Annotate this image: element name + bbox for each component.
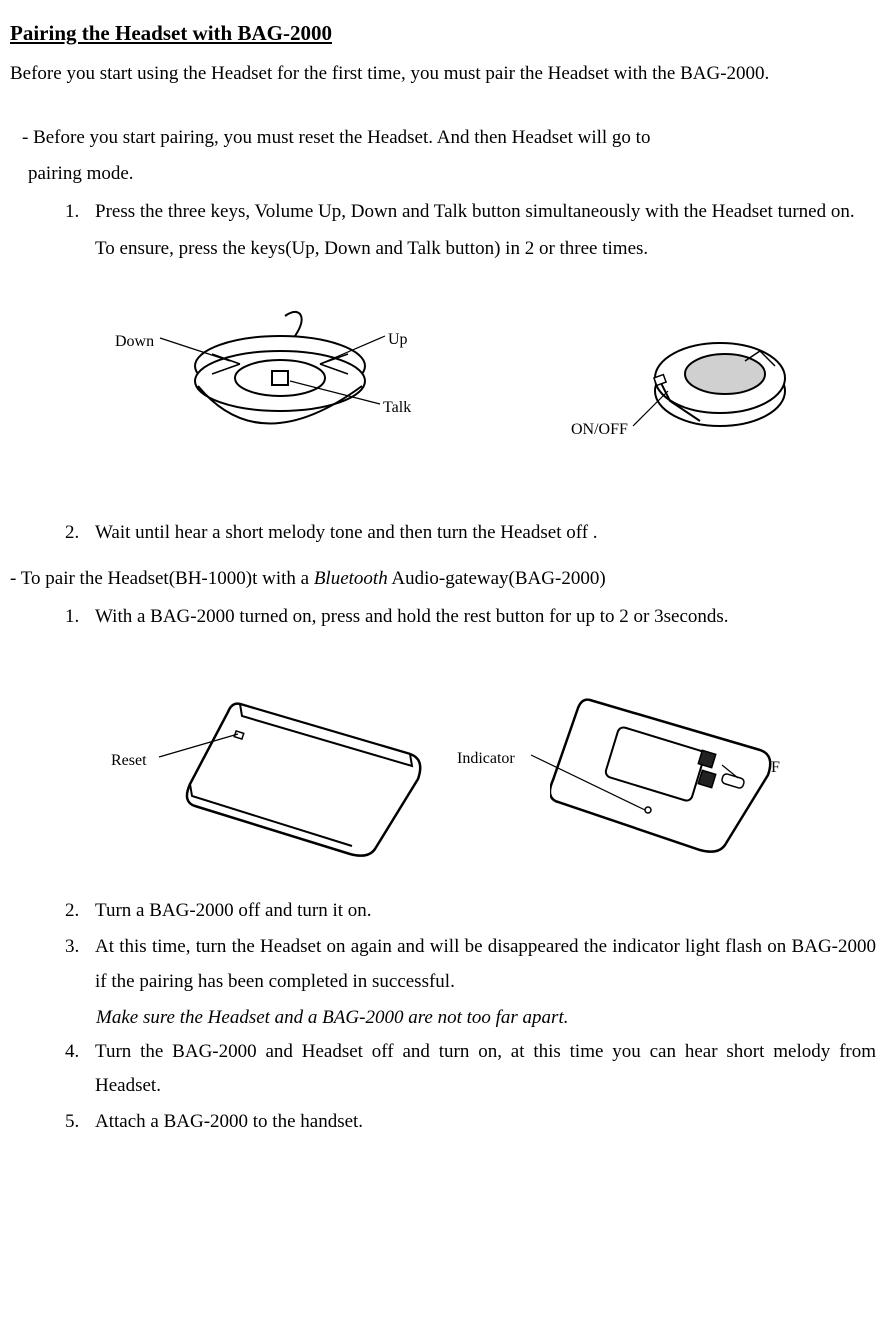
step-text: At this time, turn the Headset on again … [95, 930, 876, 998]
step-number: 3. [65, 930, 95, 998]
bag-back-drawing [180, 684, 430, 864]
figure-headset-controls: Down Up Talk ON/OFF [10, 286, 876, 506]
page-heading: Pairing the Headset with BAG-2000 [10, 15, 876, 53]
pre-pair-line-2: pairing mode. [10, 157, 876, 191]
pair-step-3: 3. At this time, turn the Headset on aga… [10, 930, 876, 998]
label-up: Up [388, 326, 408, 355]
label-indicator: Indicator [457, 745, 515, 774]
label-talk: Talk [383, 394, 411, 423]
step-number: 2. [65, 894, 95, 928]
pair-step-5: 5. Attach a BAG-2000 to the handset. [10, 1105, 876, 1139]
step-text: Press the three keys, Volume Up, Down an… [95, 195, 876, 229]
step-number: 1. [65, 195, 95, 229]
pair-intro-bluetooth: Bluetooth [314, 568, 388, 589]
step-text: Turn a BAG-2000 off and turn it on. [95, 894, 876, 928]
figure-bag-device: Reset Indicator ON/OFF [10, 654, 876, 884]
reset-step-1b: To ensure, press the keys(Up, Down and T… [10, 232, 876, 266]
headset-drawing [190, 306, 370, 466]
pair-intro-a: - To pair the Headset(BH-1000)t with a [10, 568, 314, 589]
label-down: Down [115, 328, 154, 357]
pair-step-2: 2. Turn a BAG-2000 off and turn it on. [10, 894, 876, 928]
step-text: Turn the BAG-2000 and Headset off and tu… [95, 1035, 876, 1103]
label-reset: Reset [111, 747, 147, 776]
step-text: Attach a BAG-2000 to the handset. [95, 1105, 876, 1139]
step-number: 4. [65, 1035, 95, 1103]
pre-pair-line-1: - Before you start pairing, you must res… [10, 121, 876, 155]
pair-section-intro: - To pair the Headset(BH-1000)t with a B… [10, 562, 876, 596]
step-number: 5. [65, 1105, 95, 1139]
pair-note: Make sure the Headset and a BAG-2000 are… [10, 1001, 876, 1035]
pair-step-1: 1. With a BAG-2000 turned on, press and … [10, 600, 876, 634]
pair-intro-c: Audio-gateway(BAG-2000) [388, 568, 606, 589]
intro-paragraph: Before you start using the Headset for t… [10, 57, 876, 91]
step-text: Wait until hear a short melody tone and … [95, 516, 876, 550]
reset-step-2: 2. Wait until hear a short melody tone a… [10, 516, 876, 550]
pair-step-4: 4. Turn the BAG-2000 and Headset off and… [10, 1035, 876, 1103]
bag-front-drawing [550, 680, 800, 860]
step-number: 2. [65, 516, 95, 550]
earpiece-drawing [620, 326, 800, 446]
reset-step-1: 1. Press the three keys, Volume Up, Down… [10, 195, 876, 229]
step-text: With a BAG-2000 turned on, press and hol… [95, 600, 876, 634]
step-number: 1. [65, 600, 95, 634]
